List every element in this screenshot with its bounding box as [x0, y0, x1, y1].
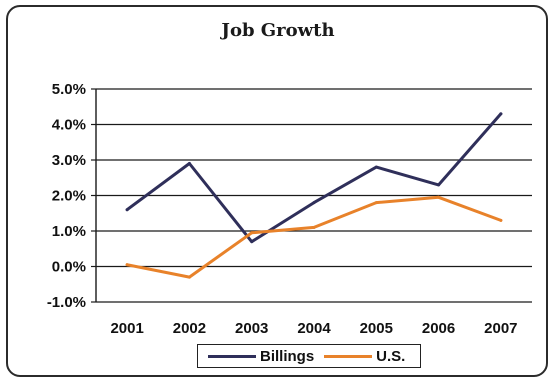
x-tick-label: 2004	[297, 320, 331, 337]
data-point	[437, 195, 441, 199]
legend: Billings U.S.	[197, 344, 421, 368]
y-tick-label: -1.0%	[47, 294, 86, 311]
data-point	[250, 240, 254, 244]
x-tick-label: 2005	[360, 320, 393, 337]
series-line-billings	[125, 112, 503, 244]
series-line-us	[125, 195, 503, 279]
legend-label-billings: Billings	[260, 347, 315, 365]
y-tick-labels: 5.0% 4.0% 3.0% 2.0% 1.0% 0.0% -1.0%	[47, 81, 86, 311]
y-tick-label: 3.0%	[52, 152, 86, 169]
gridlines	[91, 88, 532, 303]
data-point	[312, 201, 316, 205]
legend-swatch-billings	[208, 354, 256, 358]
legend-swatch-us	[324, 354, 373, 358]
data-point	[374, 201, 378, 205]
data-point	[312, 225, 316, 229]
x-tick-label: 2003	[235, 320, 268, 337]
data-point	[250, 231, 254, 235]
legend-item-us: U.S.	[324, 348, 405, 365]
legend-label-us: U.S.	[376, 347, 406, 365]
x-tick-label: 2001	[110, 320, 143, 337]
y-tick-label: 1.0%	[52, 223, 86, 240]
data-point	[499, 112, 503, 116]
x-tick-label: 2006	[422, 320, 455, 337]
y-tick-label: 5.0%	[52, 81, 86, 98]
data-point	[374, 165, 378, 169]
y-tick-label: 0.0%	[52, 259, 86, 276]
data-point	[125, 208, 129, 212]
y-tick-label: 4.0%	[52, 117, 86, 134]
x-tick-labels: 2001 2002 2003 2004 2005 2006 2007	[110, 320, 517, 337]
data-point	[499, 218, 503, 222]
y-tick-label: 2.0%	[52, 188, 86, 205]
data-point	[187, 162, 191, 166]
x-tick-label: 2002	[173, 320, 206, 337]
chart-title: Job Growth	[221, 20, 335, 41]
series-lines	[125, 112, 503, 279]
legend-item-billings: Billings	[208, 348, 314, 365]
data-point	[125, 263, 129, 267]
data-point	[187, 275, 191, 279]
data-point	[437, 183, 441, 187]
x-tick-label: 2007	[484, 320, 517, 337]
